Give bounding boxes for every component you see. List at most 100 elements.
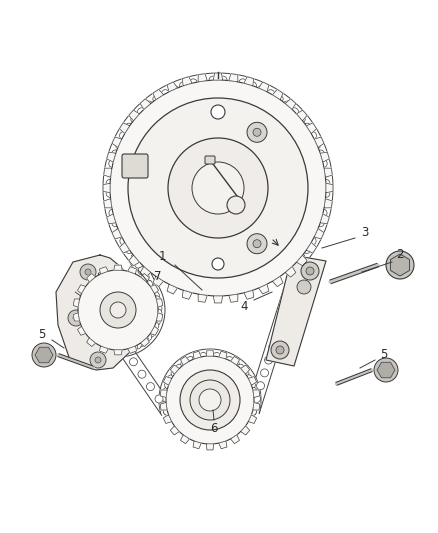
Polygon shape xyxy=(150,285,159,294)
Polygon shape xyxy=(140,99,151,109)
Polygon shape xyxy=(253,390,260,398)
Circle shape xyxy=(163,407,172,415)
Polygon shape xyxy=(99,346,108,353)
Circle shape xyxy=(289,279,297,287)
Circle shape xyxy=(227,196,245,214)
Circle shape xyxy=(112,219,120,227)
Circle shape xyxy=(181,360,189,368)
Circle shape xyxy=(301,262,319,280)
Circle shape xyxy=(154,300,162,308)
Polygon shape xyxy=(129,110,139,121)
Polygon shape xyxy=(120,123,130,134)
Circle shape xyxy=(297,253,305,261)
Polygon shape xyxy=(230,357,240,365)
Polygon shape xyxy=(229,294,238,302)
Circle shape xyxy=(319,159,327,167)
Circle shape xyxy=(129,343,138,351)
Text: 6: 6 xyxy=(210,422,218,434)
Circle shape xyxy=(190,380,230,420)
Polygon shape xyxy=(160,402,167,410)
Polygon shape xyxy=(114,350,122,355)
Circle shape xyxy=(153,296,161,304)
Circle shape xyxy=(276,346,284,354)
Polygon shape xyxy=(182,290,192,299)
Polygon shape xyxy=(112,229,122,239)
Polygon shape xyxy=(78,285,86,294)
Polygon shape xyxy=(129,255,139,266)
Circle shape xyxy=(297,115,305,123)
Polygon shape xyxy=(129,254,155,287)
Polygon shape xyxy=(198,294,207,302)
Circle shape xyxy=(109,159,117,167)
Circle shape xyxy=(147,284,155,292)
Circle shape xyxy=(244,375,253,383)
Circle shape xyxy=(166,356,254,444)
Polygon shape xyxy=(163,376,172,385)
Circle shape xyxy=(130,358,138,366)
Polygon shape xyxy=(78,326,86,335)
Polygon shape xyxy=(246,255,307,414)
Circle shape xyxy=(219,354,227,362)
Circle shape xyxy=(120,237,128,245)
Circle shape xyxy=(149,288,158,296)
Circle shape xyxy=(239,79,247,87)
Polygon shape xyxy=(206,350,214,356)
Circle shape xyxy=(308,132,317,140)
Polygon shape xyxy=(114,265,122,270)
Polygon shape xyxy=(326,183,333,192)
Circle shape xyxy=(163,387,171,395)
FancyBboxPatch shape xyxy=(122,154,148,178)
Circle shape xyxy=(145,280,152,288)
FancyBboxPatch shape xyxy=(99,272,117,303)
Circle shape xyxy=(115,228,124,236)
Polygon shape xyxy=(99,266,108,274)
Polygon shape xyxy=(272,276,283,287)
Polygon shape xyxy=(140,273,149,282)
Circle shape xyxy=(153,95,161,103)
Circle shape xyxy=(128,98,308,278)
Polygon shape xyxy=(306,243,317,253)
Circle shape xyxy=(134,260,143,268)
Polygon shape xyxy=(244,290,254,299)
Circle shape xyxy=(248,407,257,415)
Polygon shape xyxy=(87,273,95,282)
Circle shape xyxy=(193,354,201,362)
Polygon shape xyxy=(140,266,151,277)
Circle shape xyxy=(180,82,187,90)
Circle shape xyxy=(321,169,329,177)
Polygon shape xyxy=(127,346,137,353)
Polygon shape xyxy=(127,266,137,274)
Circle shape xyxy=(90,352,106,368)
Polygon shape xyxy=(206,444,214,450)
Circle shape xyxy=(120,132,127,140)
Polygon shape xyxy=(153,276,163,287)
Polygon shape xyxy=(156,313,163,321)
Polygon shape xyxy=(285,266,296,277)
Polygon shape xyxy=(198,74,207,82)
Polygon shape xyxy=(170,426,179,435)
Circle shape xyxy=(154,309,162,317)
Circle shape xyxy=(141,336,148,344)
Circle shape xyxy=(206,352,214,360)
Circle shape xyxy=(133,341,141,349)
Polygon shape xyxy=(248,415,257,423)
Polygon shape xyxy=(258,284,269,294)
Circle shape xyxy=(32,343,56,367)
Circle shape xyxy=(248,407,257,415)
Circle shape xyxy=(107,169,115,177)
Polygon shape xyxy=(112,137,122,148)
Circle shape xyxy=(152,318,160,326)
Polygon shape xyxy=(324,199,332,208)
Polygon shape xyxy=(285,99,296,109)
Circle shape xyxy=(271,341,289,359)
Polygon shape xyxy=(140,338,149,346)
Polygon shape xyxy=(244,77,254,86)
Circle shape xyxy=(231,360,239,368)
Circle shape xyxy=(167,375,176,383)
Polygon shape xyxy=(120,243,130,253)
Polygon shape xyxy=(156,299,163,307)
Polygon shape xyxy=(213,73,223,80)
Circle shape xyxy=(146,383,155,391)
Circle shape xyxy=(229,77,237,85)
Polygon shape xyxy=(167,82,177,92)
